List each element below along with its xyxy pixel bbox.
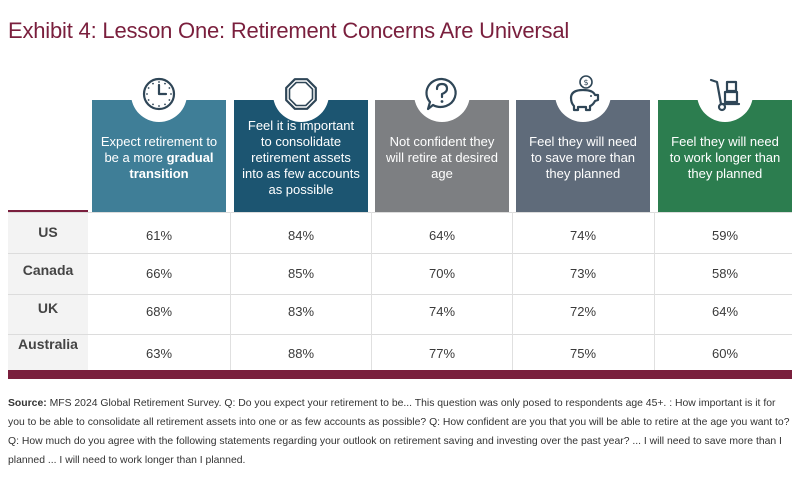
column-header-text: Expect retirement to be a more gradual t… <box>100 134 218 182</box>
table-cell: 88% <box>287 346 315 361</box>
page-title: Exhibit 4: Lesson One: Retirement Concer… <box>8 18 570 43</box>
column-header-label: Feel they will need to save more than th… <box>529 134 637 181</box>
table-cell: 68% <box>145 304 173 319</box>
table-cell: 64% <box>428 228 456 243</box>
table-cell: 75% <box>569 346 597 361</box>
table-cell: 70% <box>428 266 456 281</box>
icon-badge <box>273 66 329 122</box>
icon-badge <box>414 66 470 122</box>
table-cell: 83% <box>287 304 315 319</box>
column-divider <box>371 212 372 370</box>
hand-truck-icon <box>709 78 741 112</box>
row-label-column <box>8 212 88 370</box>
column-header-text: Not confident they will retire at desire… <box>383 134 501 182</box>
row-divider <box>8 212 792 213</box>
table-cell: 58% <box>711 266 739 281</box>
column-header-emphasis: gradual transition <box>129 150 214 181</box>
column-header-text: Feel it is important to consolidate reti… <box>242 118 360 198</box>
label-column-top-rule <box>8 210 88 212</box>
table-cell: 77% <box>428 346 456 361</box>
piggy-bank-icon: $ <box>569 75 600 112</box>
row-label-uk: UK <box>37 300 59 316</box>
source-text: MFS 2024 Global Retirement Survey. Q: Do… <box>8 398 790 466</box>
row-divider <box>8 253 792 254</box>
table-cell: 60% <box>711 346 739 361</box>
column-divider <box>512 212 513 370</box>
octagon-icon <box>285 78 317 110</box>
row-label-australia: Australia <box>18 336 78 352</box>
icon-badge <box>131 66 187 122</box>
table-cell: 84% <box>287 228 315 243</box>
clock-icon <box>142 77 176 111</box>
source-note: Source: MFS 2024 Global Retirement Surve… <box>8 394 792 470</box>
table-cell: 74% <box>569 228 597 243</box>
icon-badge <box>697 66 753 122</box>
table-cell: 61% <box>145 228 173 243</box>
table-cell: 64% <box>711 304 739 319</box>
icon-badge: $ <box>555 66 611 122</box>
table-cell: 66% <box>145 266 173 281</box>
row-label-us: US <box>38 224 58 240</box>
column-header-label: Not confident they will retire at desire… <box>386 134 498 181</box>
column-header-text: Feel they will need to work longer than … <box>666 134 784 182</box>
table-cell: 63% <box>145 346 173 361</box>
svg-text:$: $ <box>583 78 588 87</box>
row-label-canada: Canada <box>22 262 74 278</box>
row-divider <box>8 294 792 295</box>
table-cell: 74% <box>428 304 456 319</box>
table-bottom-bar <box>8 370 792 379</box>
row-divider <box>8 334 792 335</box>
column-header-label: Feel they will need to work longer than … <box>669 134 781 181</box>
column-header: Feel they will need to save more than th… <box>516 100 650 212</box>
table-cell: 59% <box>711 228 739 243</box>
column-divider <box>654 212 655 370</box>
table-cell: 72% <box>569 304 597 319</box>
table-cell: 73% <box>569 266 597 281</box>
question-bubble-icon <box>425 77 457 111</box>
column-divider <box>230 212 231 370</box>
column-header-text: Feel they will need to save more than th… <box>524 134 642 182</box>
source-label: Source: <box>8 398 47 409</box>
table-cell: 85% <box>287 266 315 281</box>
column-header-label: Feel it is important to consolidate reti… <box>242 118 360 197</box>
column-header-label: Expect retirement to be a more <box>100 134 218 165</box>
column-header: Not confident they will retire at desire… <box>375 100 509 212</box>
